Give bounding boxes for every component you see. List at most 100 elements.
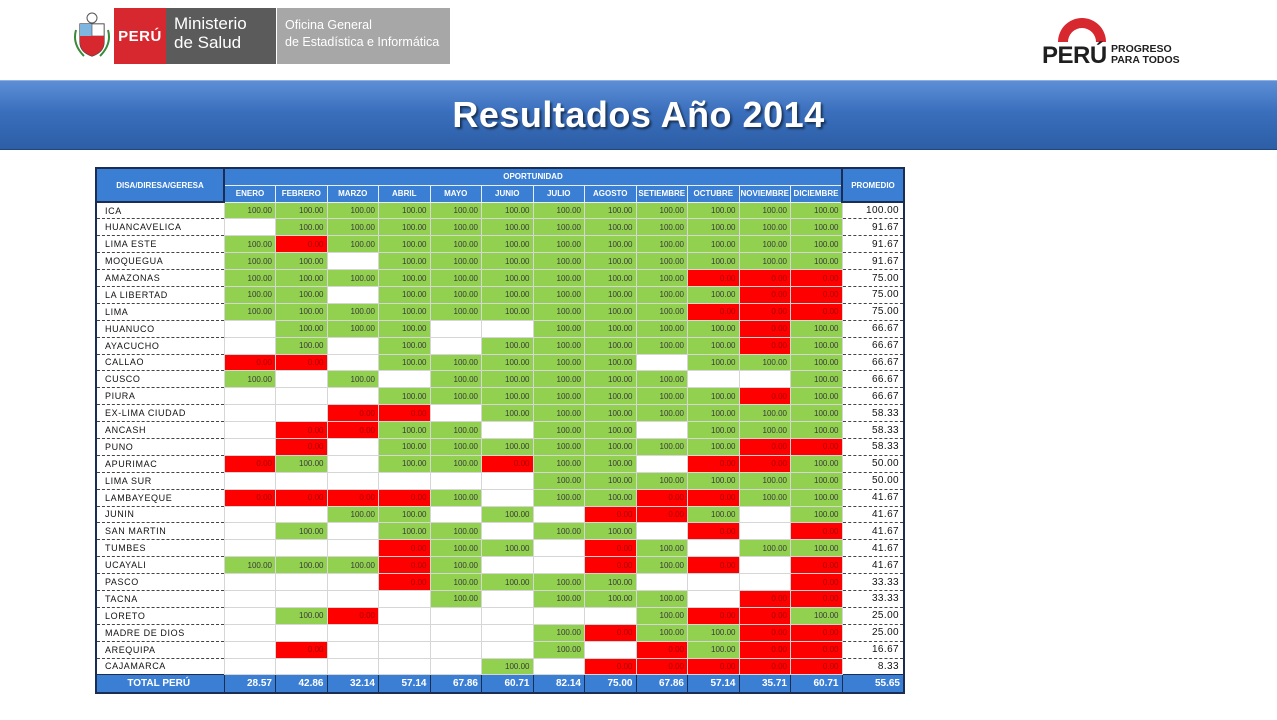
region-name: LIMA ESTE bbox=[96, 235, 224, 254]
month-value-cell: 100.00 bbox=[378, 353, 431, 372]
month-value-cell: 100.00 bbox=[738, 353, 791, 372]
month-value-cell: 100.00 bbox=[481, 235, 534, 254]
month-value-cell: 100.00 bbox=[481, 252, 534, 271]
month-value-cell bbox=[223, 589, 276, 608]
average-value: 25.00 bbox=[842, 624, 904, 642]
table-row: EX-LIMA CIUDAD 0.00 0.00 100.00 100.00 100.00… bbox=[96, 404, 904, 423]
region-name: MADRE DE DIOS bbox=[96, 624, 224, 642]
month-value-cell: 0.00 bbox=[790, 437, 843, 456]
month-value-cell bbox=[275, 505, 328, 524]
month-value-cell: 100.00 bbox=[378, 218, 431, 237]
region-name: HUANUCO bbox=[96, 320, 224, 338]
table-row: LIMA SUR 100.00 100.00 100.00 100.00 100.00 10… bbox=[96, 471, 904, 490]
month-value-cell: 100.00 bbox=[378, 336, 431, 355]
arch-icon bbox=[1058, 18, 1106, 42]
month-value-cell: 100.00 bbox=[275, 319, 328, 338]
month-value-cell: 100.00 bbox=[378, 437, 431, 456]
month-value-cell: 0.00 bbox=[738, 657, 791, 676]
month-header: FEBRERO bbox=[275, 184, 328, 203]
month-value-cell bbox=[326, 336, 379, 355]
month-value-cell: 100.00 bbox=[326, 302, 379, 321]
average-value: 66.67 bbox=[842, 354, 904, 372]
month-value-cell: 100.00 bbox=[687, 404, 740, 423]
month-value-cell: 100.00 bbox=[378, 505, 431, 524]
total-month-value: 42.86 bbox=[275, 674, 328, 694]
month-value-cell: 100.00 bbox=[635, 370, 688, 389]
region-name: APURIMAC bbox=[96, 455, 224, 473]
region-name: PASCO bbox=[96, 573, 224, 591]
region-name: HUANCAVELICA bbox=[96, 218, 224, 237]
month-value-cell bbox=[378, 471, 431, 490]
month-value-cell: 100.00 bbox=[532, 336, 585, 355]
month-value-cell: 100.00 bbox=[635, 218, 688, 237]
month-value-cell: 100.00 bbox=[326, 218, 379, 237]
ministry-logo: PERÚ Ministerio de Salud Oficina General… bbox=[70, 8, 450, 64]
office-line-1: Oficina General bbox=[285, 18, 372, 32]
month-value-cell bbox=[481, 522, 534, 541]
month-value-cell: 100.00 bbox=[584, 488, 637, 507]
month-value-cell bbox=[429, 404, 482, 423]
month-value-cell bbox=[326, 387, 379, 406]
month-value-cell bbox=[223, 471, 276, 490]
month-value-cell: 0.00 bbox=[635, 657, 688, 676]
month-value-cell bbox=[275, 370, 328, 389]
month-value-cell: 0.00 bbox=[378, 539, 431, 558]
month-value-cell: 0.00 bbox=[326, 606, 379, 625]
region-name: AYACUCHO bbox=[96, 337, 224, 355]
month-value-cell: 0.00 bbox=[790, 269, 843, 287]
average-value: 25.00 bbox=[842, 607, 904, 625]
month-value-cell bbox=[738, 505, 791, 524]
month-value-cell bbox=[532, 556, 585, 575]
month-value-cell: 100.00 bbox=[532, 471, 585, 490]
month-value-cell bbox=[275, 404, 328, 423]
month-value-cell: 0.00 bbox=[790, 285, 843, 304]
month-value-cell: 100.00 bbox=[738, 488, 791, 507]
month-value-cell: 100.00 bbox=[584, 589, 637, 608]
month-value-cell: 0.00 bbox=[687, 488, 740, 507]
month-value-cell: 100.00 bbox=[584, 522, 637, 541]
month-value-cell bbox=[326, 471, 379, 490]
month-value-cell bbox=[326, 539, 379, 558]
table-row: CALLAO 0.00 0.00 100.00 100.00 100.00 100.00 10… bbox=[96, 353, 904, 372]
month-value-cell: 0.00 bbox=[738, 623, 791, 642]
month-value-cell: 100.00 bbox=[429, 454, 482, 473]
month-value-cell: 0.00 bbox=[687, 556, 740, 575]
month-value-cell: 100.00 bbox=[635, 269, 688, 287]
month-value-cell: 100.00 bbox=[635, 285, 688, 304]
region-name: ANCASH bbox=[96, 421, 224, 439]
month-value-cell: 100.00 bbox=[584, 404, 637, 423]
promedio-header: PROMEDIO bbox=[841, 167, 905, 203]
month-value-cell: 100.00 bbox=[584, 336, 637, 355]
month-value-cell: 100.00 bbox=[378, 235, 431, 254]
month-value-cell bbox=[429, 657, 482, 676]
month-value-cell: 100.00 bbox=[584, 269, 637, 287]
month-value-cell: 100.00 bbox=[481, 201, 534, 220]
month-header: DICIEMBRE bbox=[790, 184, 843, 203]
total-month-value: 60.71 bbox=[481, 674, 534, 694]
month-value-cell bbox=[275, 471, 328, 490]
month-value-cell: 100.00 bbox=[790, 235, 843, 254]
table-row: HUANCAVELICA 100.00 100.00 100.00 100.00 100.… bbox=[96, 218, 904, 237]
month-value-cell: 100.00 bbox=[635, 623, 688, 642]
table-row: PIURA 100.00 100.00 100.00 100.00 100.00 100.0… bbox=[96, 387, 904, 406]
month-value-cell: 100.00 bbox=[790, 606, 843, 625]
month-value-cell bbox=[326, 657, 379, 676]
table-row: JUNIN 100.00 100.00 100.00 0.00 0.00 100.00 100… bbox=[96, 505, 904, 524]
month-value-cell: 0.00 bbox=[378, 556, 431, 575]
month-value-cell bbox=[378, 370, 431, 389]
brand-peru: PERÚ bbox=[1042, 42, 1107, 69]
month-value-cell: 0.00 bbox=[687, 302, 740, 321]
region-column-header: DISA/DIRESA/GERESA bbox=[95, 167, 225, 203]
month-value-cell: 100.00 bbox=[532, 589, 585, 608]
month-value-cell: 100.00 bbox=[584, 252, 637, 271]
month-value-cell: 0.00 bbox=[275, 488, 328, 507]
month-value-cell bbox=[378, 657, 431, 676]
month-value-cell bbox=[635, 421, 688, 439]
month-value-cell: 0.00 bbox=[687, 657, 740, 676]
average-value: 91.67 bbox=[842, 218, 904, 237]
month-value-cell bbox=[532, 539, 585, 558]
month-value-cell: 100.00 bbox=[326, 370, 379, 389]
month-value-cell: 0.00 bbox=[687, 606, 740, 625]
month-value-cell: 0.00 bbox=[790, 302, 843, 321]
total-average-value: 55.65 bbox=[841, 674, 905, 694]
